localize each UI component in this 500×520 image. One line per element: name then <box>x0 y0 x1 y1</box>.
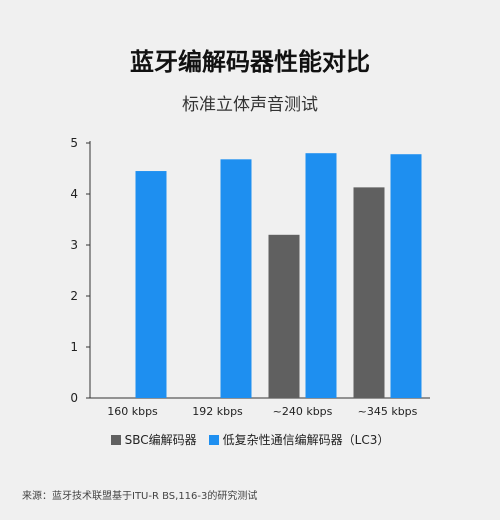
legend-item-sbc: SBC编解码器 <box>110 431 197 448</box>
y-tick-label: 5 <box>70 136 78 150</box>
y-tick-label: 4 <box>70 187 78 201</box>
bar-lc3 <box>390 154 422 398</box>
chart-title: 蓝牙编解码器性能对比 <box>130 48 370 76</box>
bar-sbc <box>268 234 300 398</box>
x-tick-label: 192 kbps <box>192 405 243 418</box>
legend-swatch-lc3 <box>208 434 219 445</box>
x-tick-label: ~240 kbps <box>273 405 333 418</box>
bar-lc3 <box>220 159 252 398</box>
legend-item-lc3: 低复杂性通信编解码器（LC3） <box>208 431 390 448</box>
legend-swatch-sbc <box>110 434 121 445</box>
legend: SBC编解码器 低复杂性通信编解码器（LC3） <box>0 431 500 448</box>
source-note: 来源：蓝牙技术联盟基于ITU-R BS,116-3的研究测试 <box>22 491 258 502</box>
y-tick-label: 3 <box>70 238 78 252</box>
y-tick-label: 2 <box>70 289 78 303</box>
bar-lc3 <box>305 153 337 398</box>
legend-label-sbc: SBC编解码器 <box>124 433 197 447</box>
bar-chart: 0 1 2 3 4 5 160 kbps 192 kbps ~240 kbps ~345 kbps <box>70 136 430 418</box>
bar-lc3 <box>135 171 167 398</box>
y-tick-label: 0 <box>70 391 78 405</box>
legend-label-lc3: 低复杂性通信编解码器（LC3） <box>222 433 390 447</box>
bar-sbc <box>353 187 385 398</box>
chart-subtitle: 标准立体声音测试 <box>182 95 318 115</box>
y-tick-label: 1 <box>70 340 78 354</box>
x-tick-label: ~345 kbps <box>358 405 418 418</box>
x-tick-label: 160 kbps <box>107 405 158 418</box>
